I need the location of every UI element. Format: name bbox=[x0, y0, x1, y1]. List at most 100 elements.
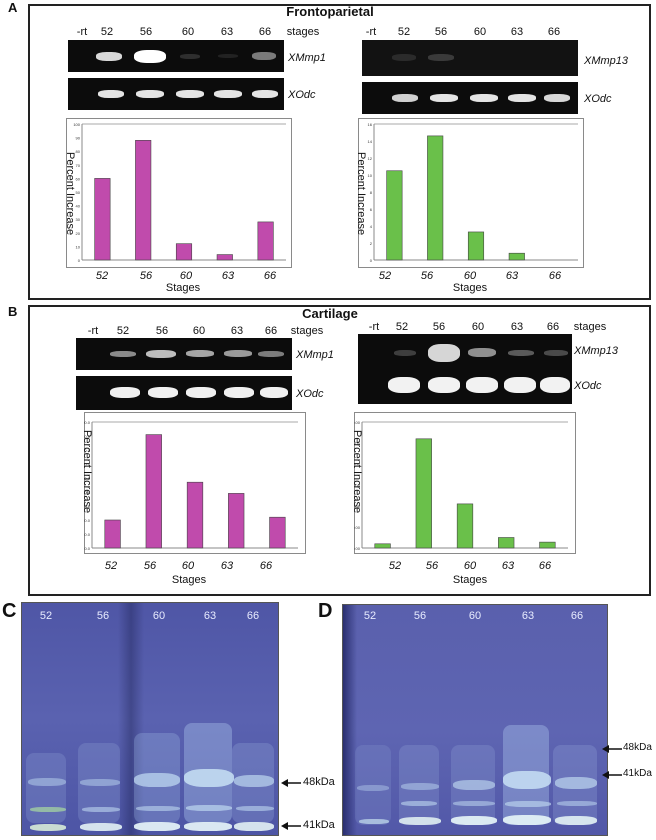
lane-label: 52 bbox=[116, 325, 130, 337]
arrow-icon bbox=[281, 822, 288, 830]
bar-56 bbox=[135, 140, 152, 261]
gene-label-a-mmp13: XMmp13 bbox=[584, 55, 629, 67]
gel-lane-label: 52 bbox=[363, 610, 377, 622]
y-tick-label: 12 bbox=[368, 156, 373, 161]
y-tick-label: 20.0 bbox=[84, 518, 91, 523]
x-tick: 60 bbox=[181, 560, 195, 572]
gene-label-b-odc-left: XOdc bbox=[296, 388, 324, 400]
gel-lane-label: 63 bbox=[203, 610, 217, 622]
bar-60 bbox=[456, 503, 474, 549]
x-axis-title: Stages bbox=[165, 282, 201, 294]
lane-label: 63 bbox=[230, 325, 244, 337]
y-tick-label: 80 bbox=[76, 149, 81, 154]
y-tick-label: 90.0 bbox=[84, 420, 91, 425]
y-tick-label: 60 bbox=[76, 176, 81, 181]
arrow-icon bbox=[602, 745, 609, 753]
bar-52 bbox=[94, 178, 111, 261]
y-tick-label: 0.00 bbox=[354, 546, 361, 551]
bar-63 bbox=[508, 252, 525, 261]
gel-lane-label: 56 bbox=[413, 610, 427, 622]
y-tick-label: 0 bbox=[370, 258, 373, 263]
y-tick-label: 2 bbox=[370, 241, 373, 246]
marker-label-41kda: 41kDa bbox=[303, 819, 335, 831]
y-tick-label: 60.0 bbox=[84, 462, 91, 467]
lane-label: 66 bbox=[547, 26, 561, 38]
marker-label-41kda: 41kDa bbox=[623, 768, 652, 779]
bar-56 bbox=[415, 438, 432, 549]
gel-lane-label: 63 bbox=[521, 610, 535, 622]
y-tick-label: 6 bbox=[370, 207, 373, 212]
lane-label: 66 bbox=[264, 325, 278, 337]
y-tick-label: 50.0 bbox=[84, 476, 91, 481]
x-tick: 63 bbox=[220, 560, 234, 572]
y-tick-label: 70.0 bbox=[84, 448, 91, 453]
x-tick: 52 bbox=[388, 560, 402, 572]
arrow-icon bbox=[281, 779, 288, 787]
y-tick-label: 10 bbox=[368, 173, 373, 178]
y-tick-label: 250.00 bbox=[354, 441, 361, 446]
lane-label: 52 bbox=[397, 26, 411, 38]
x-tick: 56 bbox=[425, 560, 439, 572]
x-tick-labels: 52 56 60 63 66 bbox=[0, 270, 656, 284]
x-axis-title: Stages bbox=[452, 282, 488, 294]
x-tick-labels: 52 56 60 63 66 bbox=[0, 270, 656, 284]
marker-arrows-c bbox=[281, 779, 301, 830]
x-tick: 66 bbox=[259, 560, 273, 572]
y-axis-label: Percent Increase bbox=[64, 152, 76, 236]
gel-b-odc-left bbox=[76, 376, 292, 410]
lane-label: -rt bbox=[368, 321, 380, 333]
panel-b-title: Cartilage bbox=[302, 306, 358, 321]
y-tick-label: 30.0 bbox=[84, 504, 91, 509]
x-tick: 60 bbox=[463, 560, 477, 572]
lane-label: 63 bbox=[510, 26, 524, 38]
bar-60 bbox=[186, 481, 204, 549]
panel-b-frame bbox=[28, 305, 651, 596]
bar-52 bbox=[386, 170, 403, 261]
bar-60 bbox=[467, 231, 485, 261]
lane-label: -rt bbox=[76, 26, 88, 38]
x-tick-labels: 52 56 60 63 66 bbox=[0, 560, 656, 574]
x-tick: 56 bbox=[420, 270, 434, 282]
x-tick: 66 bbox=[538, 560, 552, 572]
bar-66 bbox=[269, 516, 286, 549]
gel-a-mmp13 bbox=[362, 40, 578, 76]
y-tick-label: 50 bbox=[76, 190, 81, 195]
y-tick-label: 40 bbox=[76, 204, 81, 209]
gel-lane-label: 56 bbox=[96, 610, 110, 622]
marker-label-48kda: 48kDa bbox=[623, 742, 652, 753]
bar-66 bbox=[257, 221, 274, 261]
lane-label: stages bbox=[286, 26, 320, 38]
lane-label: 60 bbox=[192, 325, 206, 337]
panel-b-left-lane-labels: -rt 52 56 60 63 66 stages bbox=[0, 325, 656, 339]
marker-label-48kda: 48kDa bbox=[303, 776, 335, 788]
x-tick-labels: 52 56 60 63 66 bbox=[0, 560, 656, 574]
arrow-icon bbox=[602, 771, 609, 779]
y-tick-label: 14 bbox=[368, 139, 373, 144]
gel-b-mmp13 bbox=[358, 334, 572, 370]
y-tick-label: 0.0 bbox=[84, 546, 90, 551]
gel-lane-label: 66 bbox=[246, 610, 260, 622]
panel-d-letter: D bbox=[318, 600, 333, 622]
lane-label: 60 bbox=[471, 321, 485, 333]
panel-a-letter: A bbox=[8, 0, 18, 15]
y-tick-label: 4 bbox=[370, 224, 373, 229]
gene-label-b-odc-right: XOdc bbox=[574, 380, 602, 392]
lane-label: -rt bbox=[87, 325, 99, 337]
gel-lane-label: 60 bbox=[468, 610, 482, 622]
y-tick-label: 100.00 bbox=[354, 504, 361, 509]
bar-60 bbox=[175, 243, 193, 261]
gel-lane-label: 52 bbox=[39, 610, 53, 622]
lane-label: 52 bbox=[100, 26, 114, 38]
y-tick-label: 16 bbox=[368, 122, 373, 127]
y-tick-label: 40.0 bbox=[84, 490, 91, 495]
panel-a-right-lane-labels: -rt 52 56 60 63 66 bbox=[0, 26, 656, 40]
bar-63 bbox=[216, 254, 233, 261]
x-axis-title: Stages bbox=[171, 574, 207, 586]
gel-b-odc-right bbox=[358, 368, 572, 404]
x-tick: 56 bbox=[139, 270, 153, 282]
bar-56 bbox=[145, 434, 162, 549]
gel-a-odc-left bbox=[68, 78, 284, 110]
y-tick-label: 50.00 bbox=[354, 525, 361, 530]
chart-b-right: 0.00 50.00 100.00 150.00 200.00 250.00 300.00 bbox=[354, 420, 568, 551]
gene-label-b-mmp13: XMmp13 bbox=[574, 345, 619, 357]
